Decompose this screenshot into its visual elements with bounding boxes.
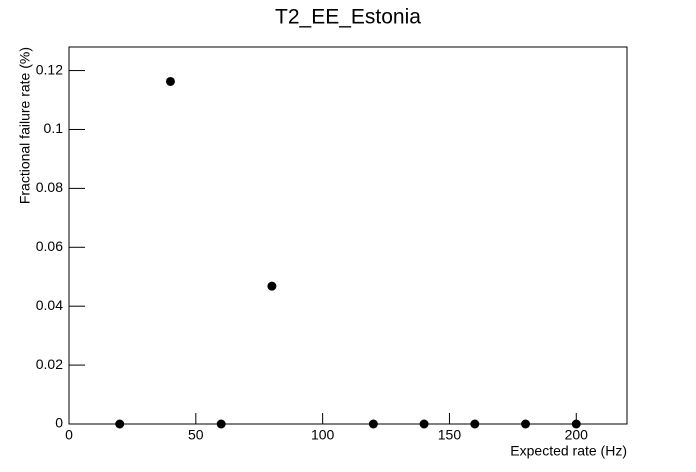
point [165,76,175,86]
y-axis-label: Fractional failure rate (%) [17,47,33,204]
point [267,281,277,291]
x-axis-label: Expected rate (Hz) [510,443,627,459]
point [368,419,378,429]
y-tick-label: 0.1 [44,120,64,136]
point [216,419,226,429]
point [571,419,581,429]
y-tick-label: 0.04 [36,297,63,313]
y-tick-label: 0.08 [36,179,63,195]
y-tick-label: 0.02 [36,356,63,372]
point [419,419,429,429]
chart-title: T2_EE_Estonia [275,6,421,29]
point [521,419,531,429]
point [470,419,480,429]
x-tick-label: 0 [65,427,73,443]
y-tick-label: 0.06 [36,238,63,254]
plot-frame [68,46,628,425]
x-tick-label: 200 [565,427,589,443]
point [115,419,125,429]
x-tick-label: 50 [188,427,204,443]
x-tick-label: 100 [311,427,335,443]
y-tick-label: 0 [55,415,63,431]
x-tick-label: 150 [438,427,462,443]
y-tick-label: 0.12 [36,61,63,77]
